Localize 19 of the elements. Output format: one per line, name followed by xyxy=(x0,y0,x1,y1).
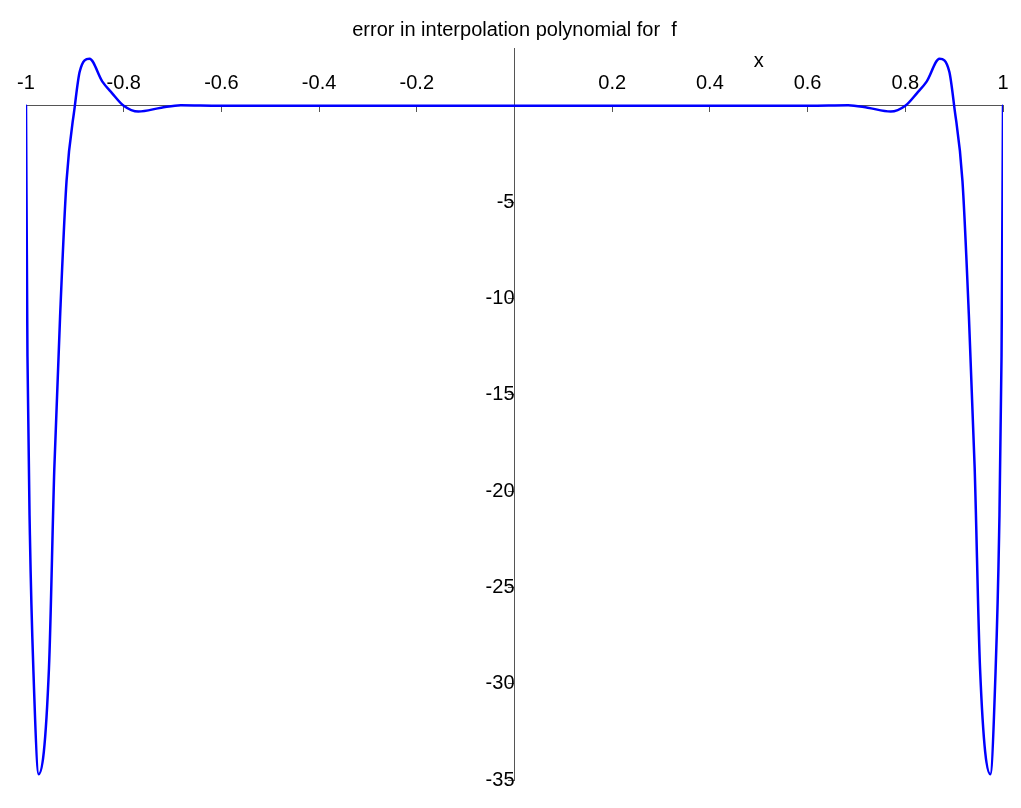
y-tick-label: -25 xyxy=(485,574,515,597)
y-tick-label: -5 xyxy=(496,189,515,212)
y-tick-label: -20 xyxy=(485,478,515,501)
x-tick-label: -0.2 xyxy=(399,71,435,94)
x-tick-label: 0.4 xyxy=(695,71,724,94)
y-tick-label: -35 xyxy=(485,767,515,790)
x-tick-label: -0.8 xyxy=(106,71,141,94)
x-tick-label: -1 xyxy=(17,71,35,94)
x-axis-title: x xyxy=(753,49,764,72)
x-tick-label: 0.2 xyxy=(598,71,627,94)
x-tick-label: -0.4 xyxy=(301,71,337,94)
x-tick-label: -0.6 xyxy=(204,71,239,94)
y-tick-label: -15 xyxy=(485,382,515,405)
x-tick-label: 1 xyxy=(997,71,1009,94)
x-tick-label: 0.8 xyxy=(891,71,920,94)
y-tick-label: -30 xyxy=(485,671,515,694)
chart-title: error in interpolation polynomial for f xyxy=(352,17,678,40)
x-tick-label: 0.6 xyxy=(793,71,822,94)
y-tick-label: -10 xyxy=(485,285,515,308)
